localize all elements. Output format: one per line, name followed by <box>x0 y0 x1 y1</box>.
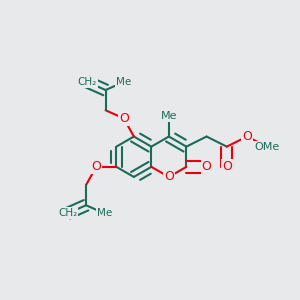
Text: Me: Me <box>160 111 177 121</box>
Text: O: O <box>202 160 212 173</box>
Text: CH₂: CH₂ <box>78 77 97 87</box>
Text: Me: Me <box>97 208 112 218</box>
Text: CH₂: CH₂ <box>58 208 77 218</box>
Text: OMe: OMe <box>255 142 280 152</box>
Text: O: O <box>222 160 232 173</box>
Text: O: O <box>242 130 252 143</box>
Text: Me: Me <box>116 77 131 87</box>
Text: O: O <box>91 160 101 173</box>
Text: O: O <box>164 170 174 183</box>
Text: O: O <box>119 112 129 125</box>
